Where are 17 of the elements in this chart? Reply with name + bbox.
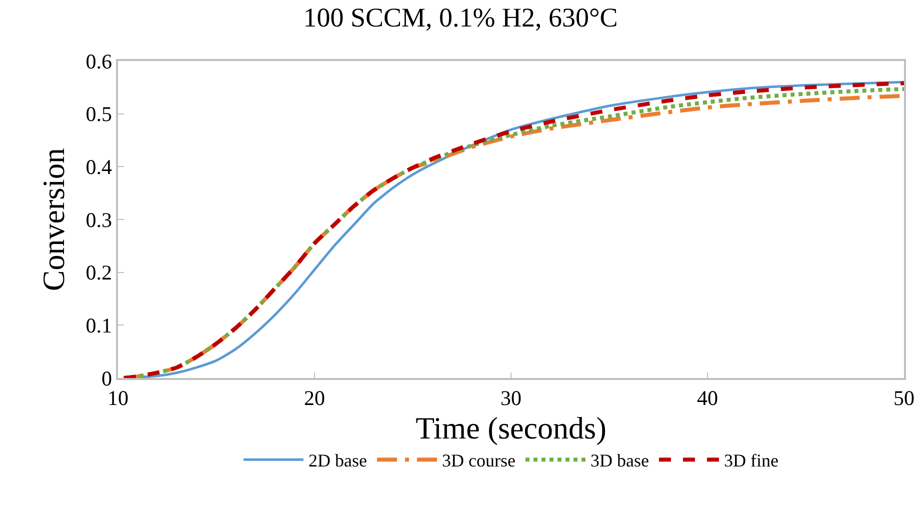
y-tick-label: 0.5 [86,102,112,126]
y-tick-label: 0.1 [86,314,112,338]
legend-label: 3D course [442,450,516,471]
y-axis-title: Conversion [36,148,71,291]
x-tick-label: 20 [304,386,325,410]
y-tick-label: 0.4 [86,155,113,180]
x-tick-label: 50 [894,386,914,410]
legend-label: 2D base [308,450,367,471]
y-tick-label: 0.2 [86,260,112,285]
y-tick-label: 0.6 [86,49,112,74]
x-tick-label: 40 [697,386,718,410]
y-tick-label: 0.3 [86,208,112,232]
legend-label: 3D fine [724,450,778,471]
x-tick-label: 30 [500,386,522,410]
chart-title: 100 SCCM, 0.1% H2, 630°C [303,2,618,32]
x-axis-title: Time (seconds) [416,410,606,446]
legend-label: 3D base [590,450,649,471]
